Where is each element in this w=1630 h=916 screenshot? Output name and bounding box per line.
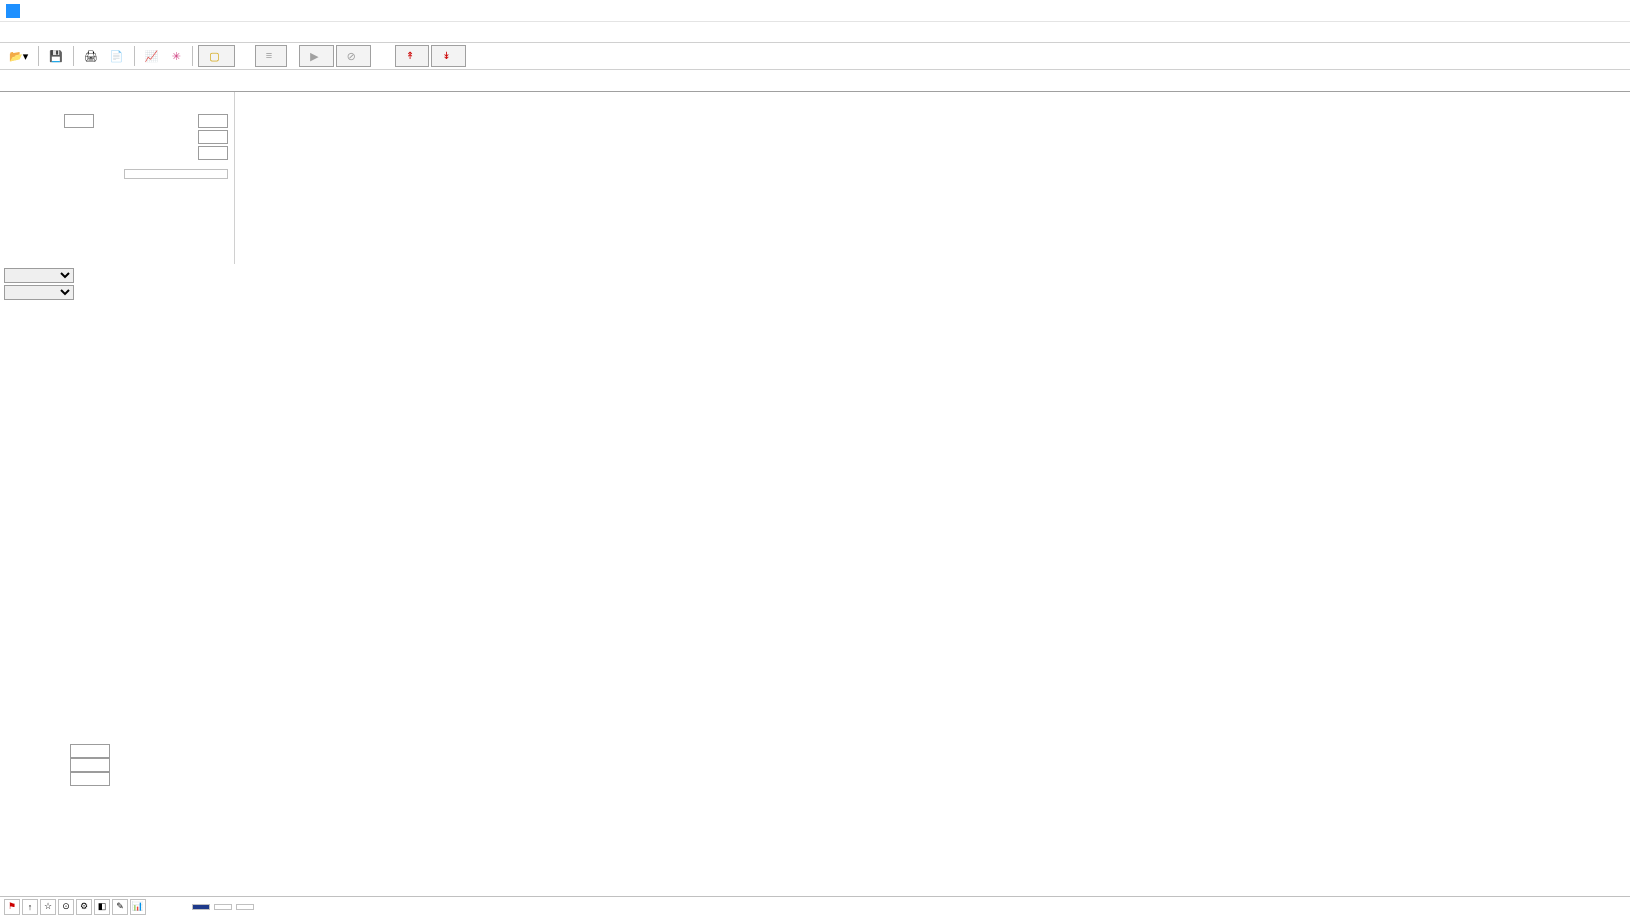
contact-stress-value <box>198 114 228 128</box>
print-button[interactable]: 🖨 <box>79 45 103 67</box>
status-icon-4[interactable]: ⊙ <box>58 899 74 915</box>
status-icon-6[interactable]: ◧ <box>94 899 110 915</box>
confining-pressure-value <box>198 130 228 144</box>
bottom-axis-value[interactable] <box>70 772 110 786</box>
lower-button[interactable]: ↡ <box>431 45 465 67</box>
status-icon-1[interactable]: ⚑ <box>4 899 20 915</box>
status-reviewing[interactable] <box>192 904 210 910</box>
temperature-value <box>198 146 228 160</box>
start-button[interactable]: ▶ <box>299 45 333 67</box>
stop-button[interactable]: ⊘ <box>336 45 371 67</box>
app-icon <box>6 4 20 18</box>
status-a2[interactable] <box>236 904 254 910</box>
right-axis-value[interactable] <box>70 758 110 772</box>
annotation-text <box>235 92 295 264</box>
left-axis-value[interactable] <box>70 744 110 758</box>
status-a1[interactable] <box>214 904 232 910</box>
status-icon-5[interactable]: ⚙ <box>76 899 92 915</box>
open-dropdown-button[interactable]: 📂▾ <box>4 45 33 67</box>
levels-button[interactable]: ≡ <box>255 45 287 67</box>
config-button[interactable]: ✳ <box>165 45 187 67</box>
timer-value <box>64 114 94 128</box>
raise-button[interactable]: ↟ <box>395 45 429 67</box>
new-button[interactable]: ▢ <box>198 45 234 67</box>
status-icon-8[interactable]: 📊 <box>130 899 146 915</box>
status-icon-2[interactable]: ↑ <box>22 899 38 915</box>
status-icon-7[interactable]: ✎ <box>112 899 128 915</box>
chart-button[interactable]: 📈 <box>140 45 164 67</box>
plots-select[interactable] <box>4 285 74 300</box>
export-button[interactable]: 📄 <box>105 45 129 67</box>
status-icon-3[interactable]: ☆ <box>40 899 56 915</box>
save-button[interactable]: 💾 <box>44 45 68 67</box>
chart-plot[interactable] <box>154 264 1630 812</box>
test-cycles-select[interactable] <box>4 268 74 283</box>
